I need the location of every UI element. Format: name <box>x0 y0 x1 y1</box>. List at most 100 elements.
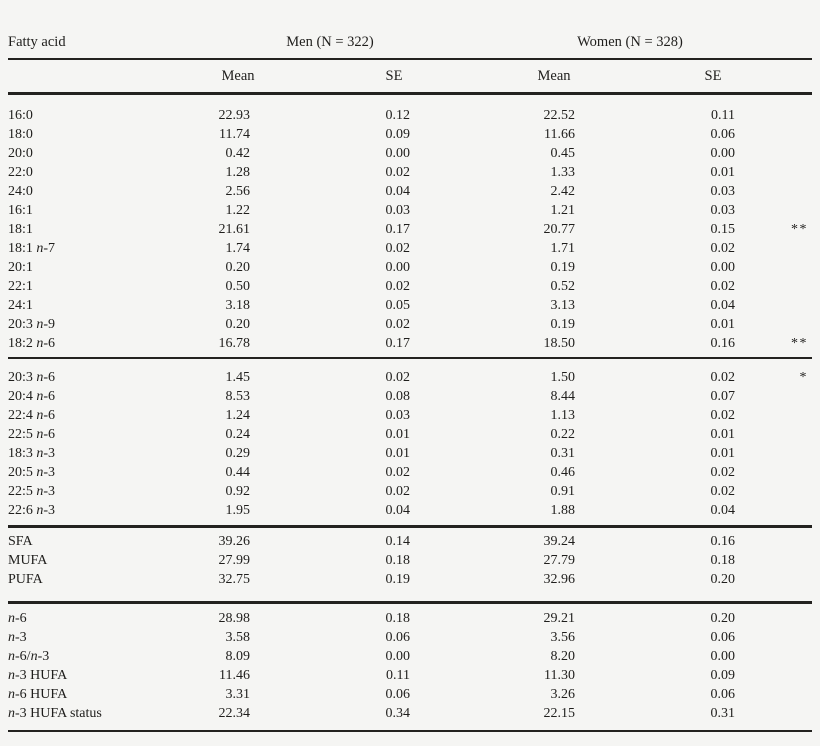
significance-marker <box>735 570 812 589</box>
men-mean-value: 8.53 <box>225 389 251 404</box>
fatty-acid-label: PUFA <box>8 572 43 587</box>
women-mean-value: 3.56 <box>550 630 576 645</box>
women-se-value: 0.01 <box>710 165 736 180</box>
fatty-acid-label: n-3 HUFA <box>8 668 68 683</box>
significance-marker: * <box>799 370 808 385</box>
women-se-value: 0.01 <box>710 317 736 332</box>
women-mean-value: 3.13 <box>550 298 576 313</box>
men-se-value: 0.05 <box>385 298 411 313</box>
fatty-acid-label: 22:0 <box>8 165 33 180</box>
fatty-acid-label: 18:3 n-3 <box>8 446 56 461</box>
men-se-value: 0.02 <box>385 370 411 385</box>
men-se-value: 0.03 <box>385 408 411 423</box>
table-row: n-3 HUFA status 22.34 0.34 22.15 0.31 <box>8 704 812 723</box>
men-mean-value: 1.74 <box>225 241 251 256</box>
table-row: 22:5 n-6 0.24 0.01 0.22 0.01 <box>8 425 812 444</box>
women-group-header: Women (N = 328) <box>577 34 683 50</box>
table-row: 22:0 1.28 0.02 1.33 0.01 <box>8 163 812 182</box>
women-se-value: 0.03 <box>710 203 736 218</box>
women-mean-value: 11.30 <box>544 668 575 683</box>
table-row: PUFA 32.75 0.19 32.96 0.20 <box>8 570 812 589</box>
women-se-value: 0.04 <box>710 503 736 518</box>
women-mean-value: 1.88 <box>550 503 576 518</box>
men-se-value: 0.02 <box>385 465 411 480</box>
fatty-acid-label: MUFA <box>8 553 48 568</box>
table-row: 22:6 n-3 1.95 0.04 1.88 0.04 <box>8 501 812 520</box>
significance-marker <box>735 258 812 277</box>
women-se-value: 0.04 <box>710 298 736 313</box>
men-mean-value: 0.44 <box>225 465 251 480</box>
men-mean-value: 0.24 <box>225 427 251 442</box>
fatty-acid-label: 22:5 n-3 <box>8 484 56 499</box>
women-mean-value: 22.52 <box>543 108 576 123</box>
women-mean-value: 18.50 <box>543 336 576 351</box>
fatty-acid-label: 20:4 n-6 <box>8 389 56 404</box>
significance-marker <box>735 532 812 551</box>
men-mean-value: 11.46 <box>219 668 250 683</box>
men-mean-header: Mean <box>221 67 255 84</box>
men-mean-value: 16.78 <box>218 336 251 351</box>
men-mean-value: 0.29 <box>225 446 251 461</box>
women-se-value: 0.20 <box>710 611 736 626</box>
fatty-acid-column-header: Fatty acid <box>8 34 66 50</box>
men-se-value: 0.02 <box>385 484 411 499</box>
significance-marker: ** <box>791 336 808 351</box>
women-mean-value: 0.91 <box>550 484 576 499</box>
table-row: 16:1 1.22 0.03 1.21 0.03 <box>8 201 812 220</box>
table-row: 24:1 3.18 0.05 3.13 0.04 <box>8 296 812 315</box>
men-mean-value: 32.75 <box>218 572 251 587</box>
table-row: 24:0 2.56 0.04 2.42 0.03 <box>8 182 812 201</box>
women-se-value: 0.09 <box>710 668 736 683</box>
men-mean-value: 22.93 <box>218 108 251 123</box>
significance-marker <box>735 463 812 482</box>
fatty-acid-label: 18:1 n-7 <box>8 241 56 256</box>
significance-marker <box>735 609 812 628</box>
table-row: MUFA 27.99 0.18 27.79 0.18 <box>8 551 812 570</box>
table-row: 20:3 n-9 0.20 0.02 0.19 0.01 <box>8 315 812 334</box>
fatty-acid-label: 22:4 n-6 <box>8 408 56 423</box>
fatty-acid-label: n-3 <box>8 630 27 645</box>
women-mean-value: 29.21 <box>543 611 576 626</box>
men-se-value: 0.12 <box>385 108 411 123</box>
significance-marker: ** <box>791 222 808 237</box>
block-fatty-acid-classes: SFA 39.26 0.14 39.24 0.16 MUFA 27.99 0.18 27.79 0… <box>8 528 812 604</box>
table-row: 20:5 n-3 0.44 0.02 0.46 0.02 <box>8 463 812 482</box>
women-mean-value: 32.96 <box>543 572 576 587</box>
men-mean-value: 3.31 <box>225 687 251 702</box>
table-row: 18:1 21.61 0.17 20.77 0.15 ** <box>8 220 812 239</box>
men-se-value: 0.18 <box>385 553 411 568</box>
men-se-value: 0.08 <box>385 389 411 404</box>
women-mean-value: 1.71 <box>550 241 576 256</box>
women-mean-value: 1.21 <box>550 203 576 218</box>
table-row: 22:1 0.50 0.02 0.52 0.02 <box>8 277 812 296</box>
men-se-value: 0.06 <box>385 687 411 702</box>
women-se-value: 0.03 <box>710 184 736 199</box>
women-se-value: 0.01 <box>710 427 736 442</box>
men-mean-value: 39.26 <box>218 534 251 549</box>
women-mean-value: 3.26 <box>550 687 576 702</box>
women-se-value: 0.06 <box>710 630 736 645</box>
women-mean-value: 20.77 <box>543 222 576 237</box>
women-se-value: 0.02 <box>710 408 736 423</box>
women-se-value: 0.06 <box>710 127 736 142</box>
women-mean-value: 1.13 <box>550 408 576 423</box>
table-row: n-6 HUFA 3.31 0.06 3.26 0.06 <box>8 685 812 704</box>
fatty-acid-label: n-6 <box>8 611 27 626</box>
women-se-value: 0.00 <box>710 649 736 664</box>
women-se-value: 0.02 <box>710 484 736 499</box>
significance-marker <box>735 704 812 723</box>
men-group-header: Men (N = 322) <box>286 34 374 50</box>
significance-marker <box>735 647 812 666</box>
men-se-value: 0.03 <box>385 203 411 218</box>
men-se-value: 0.02 <box>385 241 411 256</box>
women-se-value: 0.02 <box>710 370 736 385</box>
men-se-value: 0.04 <box>385 503 411 518</box>
significance-marker <box>735 182 812 201</box>
women-mean-value: 0.52 <box>550 279 576 294</box>
table-row: n-6/n-3 8.09 0.00 8.20 0.00 <box>8 647 812 666</box>
table-row: 18:2 n-6 16.78 0.17 18.50 0.16 ** <box>8 334 812 353</box>
men-mean-value: 1.95 <box>225 503 251 518</box>
men-mean-value: 3.58 <box>225 630 251 645</box>
significance-marker <box>735 239 812 258</box>
women-se-value: 0.02 <box>710 465 736 480</box>
